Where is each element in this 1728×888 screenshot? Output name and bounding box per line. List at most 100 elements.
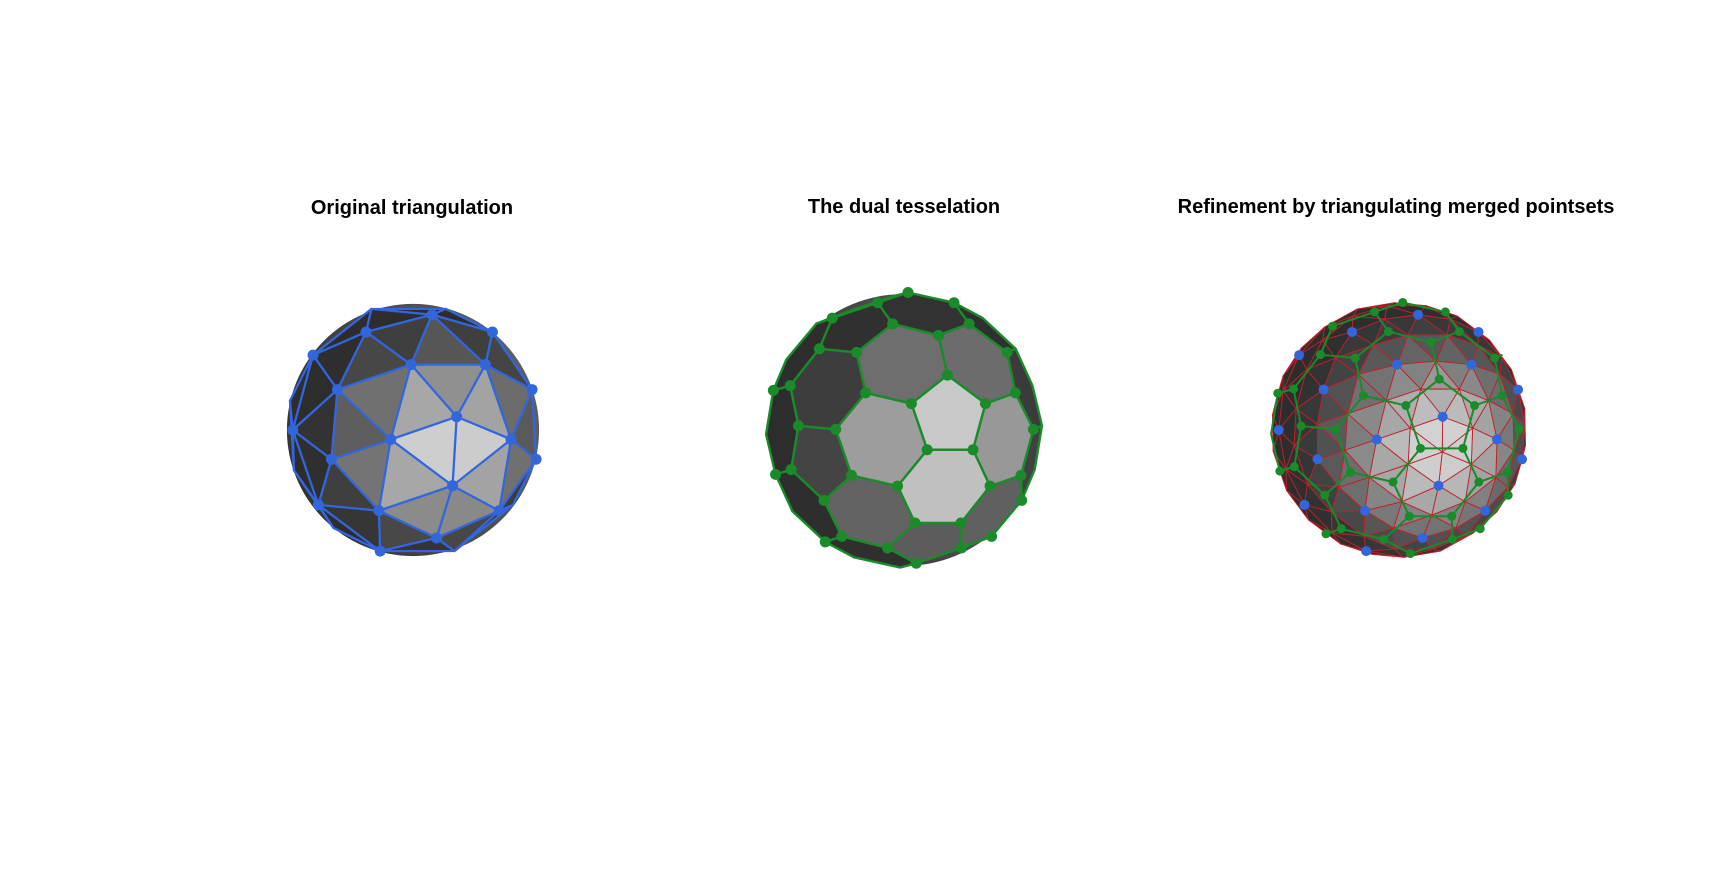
dual-vertex — [910, 517, 921, 528]
mesh-vertex — [480, 359, 491, 370]
dual-vertex — [1015, 470, 1026, 481]
dual-vertex — [1275, 467, 1284, 476]
dual-vertex — [906, 398, 917, 409]
original-vertex — [1466, 360, 1476, 370]
original-vertex — [1438, 412, 1448, 422]
original-vertex — [1480, 506, 1490, 516]
mesh-vertex — [373, 505, 384, 516]
mesh-vertex — [447, 480, 458, 491]
dual-vertex — [985, 481, 996, 492]
original-vertex — [1361, 546, 1371, 556]
dual-vertex — [818, 495, 829, 506]
mesh-vertex — [451, 411, 462, 422]
dual-vertex — [1455, 327, 1464, 336]
dual-vertex — [1002, 347, 1013, 358]
original-vertex — [1360, 506, 1370, 516]
dual-vertex — [1474, 478, 1483, 487]
original-vertex — [1299, 500, 1309, 510]
dual-vertex — [1435, 375, 1444, 384]
dual-vertex — [903, 287, 914, 298]
mesh-vertex — [531, 454, 542, 465]
dual-vertex — [1359, 391, 1368, 400]
dual-vertex — [1490, 354, 1499, 363]
dual-vertex — [1515, 425, 1524, 434]
dual-vertex — [836, 531, 847, 542]
dual-vertex — [1416, 444, 1425, 453]
mesh-face — [318, 505, 380, 551]
original-vertex — [1434, 481, 1444, 491]
dual-vertex — [942, 370, 953, 381]
mesh-vertex — [527, 384, 538, 395]
mesh-vertex — [375, 546, 386, 557]
dual-vertex — [1328, 322, 1337, 331]
dual-vertex — [1321, 529, 1330, 538]
dual-vertex — [1316, 350, 1325, 359]
dual-vertex — [830, 424, 841, 435]
dual-vertex — [1379, 535, 1388, 544]
dual-vertex — [933, 330, 944, 341]
original-vertex — [1418, 533, 1428, 543]
dual-vertex — [1470, 401, 1479, 410]
dual-vertex — [1504, 491, 1513, 500]
original-vertex — [1294, 350, 1304, 360]
original-vertex — [1492, 434, 1502, 444]
dual-vertex — [1370, 307, 1379, 316]
dual-vertex — [1405, 512, 1414, 521]
dual-vertex — [956, 542, 967, 553]
dual-vertex — [786, 464, 797, 475]
mesh-vertex — [427, 309, 438, 320]
mesh-vertex — [332, 384, 343, 395]
dual-vertex — [785, 380, 796, 391]
refined-mesh-plot — [1271, 298, 1527, 558]
dual-vertex — [1297, 422, 1306, 431]
dual-vertex — [1273, 389, 1282, 398]
dual-vertex — [892, 481, 903, 492]
dual-vertex — [922, 444, 933, 455]
dual-vertex — [1448, 535, 1457, 544]
original-vertex — [1513, 385, 1523, 395]
mesh-vertex — [326, 454, 337, 465]
dual-vertex — [1028, 424, 1039, 435]
dual-vertex — [1447, 512, 1456, 521]
original-vertex — [1372, 434, 1382, 444]
dual-vertex — [768, 385, 779, 396]
mesh-vertex — [406, 359, 417, 370]
panel-title-refined: Refinement by triangulating merged point… — [1096, 196, 1696, 219]
original-vertex — [1318, 385, 1328, 395]
dual-vertex — [1351, 354, 1360, 363]
mesh-vertex — [505, 434, 516, 445]
dual-vertex — [911, 558, 922, 569]
dual-vertex — [887, 318, 898, 329]
mesh-vertex — [313, 499, 324, 510]
dual-vertex — [1384, 327, 1393, 336]
dual-vertex — [955, 517, 966, 528]
dual-vertex — [1476, 524, 1485, 533]
dual-vertex — [860, 387, 871, 398]
original-vertex — [1347, 327, 1357, 337]
dual-vertex — [793, 420, 804, 431]
original-vertex — [1392, 360, 1402, 370]
original-vertex — [1274, 425, 1284, 435]
mesh-vertex — [308, 350, 319, 361]
dual-vertex — [814, 343, 825, 354]
dual-vertex — [1441, 307, 1450, 316]
original-mesh-plot — [287, 304, 542, 557]
dual-vertex — [851, 347, 862, 358]
dual-vertex — [1337, 524, 1346, 533]
dual-vertex — [872, 297, 883, 308]
dual-vertex — [1290, 462, 1299, 471]
dual-vertex — [1320, 491, 1329, 500]
dual-vertex — [1503, 468, 1512, 477]
mesh-vertex — [361, 326, 372, 337]
dual-vertex — [770, 469, 781, 480]
dual-vertex — [986, 531, 997, 542]
dual-vertex — [882, 542, 893, 553]
dual-vertex — [1406, 549, 1415, 558]
original-vertex — [1312, 454, 1322, 464]
dual-vertex — [967, 444, 978, 455]
dual-vertex — [1498, 391, 1507, 400]
dual-vertex — [980, 398, 991, 409]
mesh-vertex — [487, 326, 498, 337]
mesh-vertex — [287, 425, 298, 436]
